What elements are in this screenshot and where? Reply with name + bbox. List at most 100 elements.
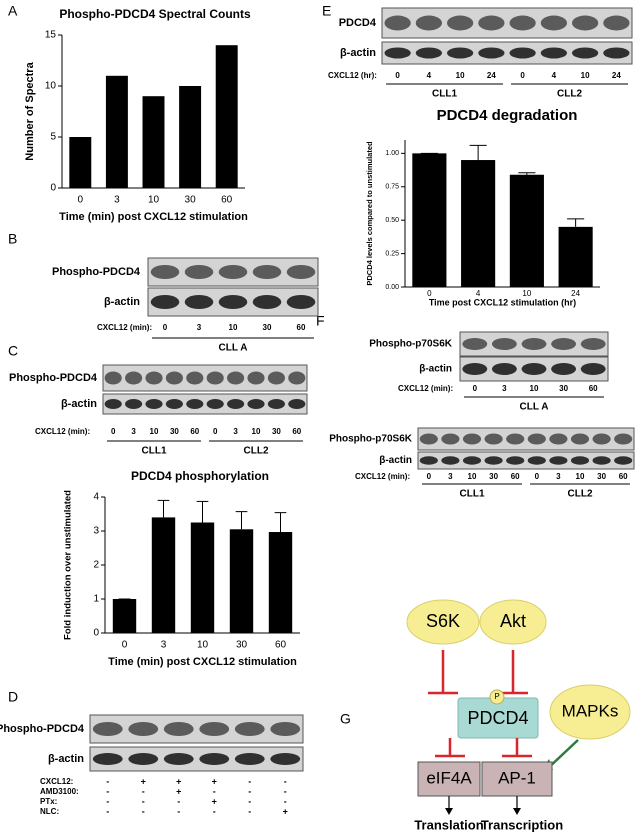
bar xyxy=(151,517,176,633)
condition-mark: - xyxy=(284,786,287,796)
row-label: Phospho-PDCD4 xyxy=(52,266,141,278)
row-label: Phospho-p70S6K xyxy=(369,339,453,350)
panel-label: A xyxy=(8,3,18,19)
arrow xyxy=(448,796,518,810)
x-tick-label: 10 xyxy=(522,289,531,298)
condition-label: CXCL12: xyxy=(40,777,73,786)
band xyxy=(165,399,183,409)
bar xyxy=(412,153,447,287)
group-label: CLL A xyxy=(219,343,248,354)
node-label: AP-1 xyxy=(498,768,536,787)
x-tick-label: 10 xyxy=(197,640,209,651)
y-tick-label: 1 xyxy=(93,594,99,605)
band xyxy=(509,15,536,31)
lane-label: 30 xyxy=(272,427,281,436)
band xyxy=(270,753,301,765)
lane-label: 10 xyxy=(468,472,477,481)
lane-label: 10 xyxy=(581,71,590,80)
band xyxy=(491,363,517,375)
phospho-site xyxy=(489,689,505,705)
band xyxy=(163,753,194,765)
band xyxy=(441,456,460,465)
lane-label: 10 xyxy=(576,472,585,481)
band xyxy=(572,47,599,59)
lane-label: 0 xyxy=(535,472,540,481)
condition-mark: - xyxy=(248,776,251,786)
band xyxy=(234,722,265,736)
band xyxy=(199,722,230,736)
condition-mark: - xyxy=(248,786,251,796)
row-label: PDCD4 xyxy=(339,17,377,29)
condition-mark: - xyxy=(284,796,287,806)
lane-label: 0 xyxy=(520,71,525,80)
blot-strip xyxy=(89,746,304,772)
band xyxy=(150,265,180,279)
y-tick-label: 3 xyxy=(93,526,99,537)
outcome-label: Transcription xyxy=(481,817,563,832)
lane-label: 10 xyxy=(150,427,159,436)
band xyxy=(527,456,546,465)
band xyxy=(592,456,611,465)
condition-mark: - xyxy=(177,796,180,806)
band xyxy=(186,399,204,409)
chart-title: Phospho-PDCD4 Spectral Counts xyxy=(59,7,251,21)
node-label: eIF4A xyxy=(426,768,472,787)
y-tick-label: 4 xyxy=(93,492,99,503)
lane-label: 0 xyxy=(213,427,218,436)
band xyxy=(92,753,123,765)
band xyxy=(549,433,568,445)
band xyxy=(199,753,230,765)
group-label: CLL2 xyxy=(568,489,593,500)
bar xyxy=(69,137,92,188)
y-tick-label: 0.75 xyxy=(385,184,399,191)
row-label: β-actin xyxy=(61,398,97,410)
band xyxy=(227,399,245,409)
band xyxy=(218,265,248,279)
node-label: MAPKs xyxy=(562,701,619,720)
band xyxy=(506,433,525,445)
condition-mark: + xyxy=(176,776,181,786)
band xyxy=(267,399,285,409)
band xyxy=(128,753,159,765)
condition-mark: - xyxy=(213,806,216,816)
x-axis-label: Time (min) post CXCL12 stimulation xyxy=(59,211,248,223)
band xyxy=(218,295,248,309)
x-tick-label: 3 xyxy=(161,640,167,651)
outcome-label: Translation xyxy=(414,817,483,832)
lane-label: 30 xyxy=(597,472,606,481)
band xyxy=(551,363,577,375)
band xyxy=(128,722,159,736)
group-label: CLL1 xyxy=(432,89,457,100)
row-label: Phospho-p70S6K xyxy=(329,434,413,445)
node-label: P xyxy=(494,692,499,701)
y-tick-label: 0 xyxy=(50,183,56,194)
band xyxy=(580,363,606,375)
lane-label: 3 xyxy=(131,427,136,436)
band xyxy=(252,265,282,279)
lane-label: 60 xyxy=(589,384,598,393)
chart-title: PDCD4 phosphorylation xyxy=(131,469,269,483)
band xyxy=(104,399,122,409)
row-label: Phospho-PDCD4 xyxy=(0,723,85,735)
band xyxy=(549,456,568,465)
band xyxy=(150,295,180,309)
row-label: β-actin xyxy=(419,364,452,375)
band xyxy=(506,456,525,465)
condition-mark: - xyxy=(106,786,109,796)
x-tick-label: 10 xyxy=(148,195,160,206)
x-tick-label: 4 xyxy=(476,289,481,298)
blot-strip xyxy=(381,41,633,65)
lane-label: 10 xyxy=(530,384,539,393)
band xyxy=(270,722,301,736)
ap1-node xyxy=(481,761,553,797)
y-axis-label: Fold induction over unstimulated xyxy=(63,490,74,640)
x-axis-label: Time (min) post CXCL12 stimulation xyxy=(108,656,297,668)
y-tick-label: 0.25 xyxy=(385,250,399,257)
band xyxy=(227,371,245,385)
lane-label: 10 xyxy=(229,323,238,332)
x-tick-label: 3 xyxy=(114,195,120,206)
band xyxy=(614,456,633,465)
node-label: S6K xyxy=(426,611,460,631)
bar xyxy=(190,522,215,633)
band xyxy=(447,47,474,59)
